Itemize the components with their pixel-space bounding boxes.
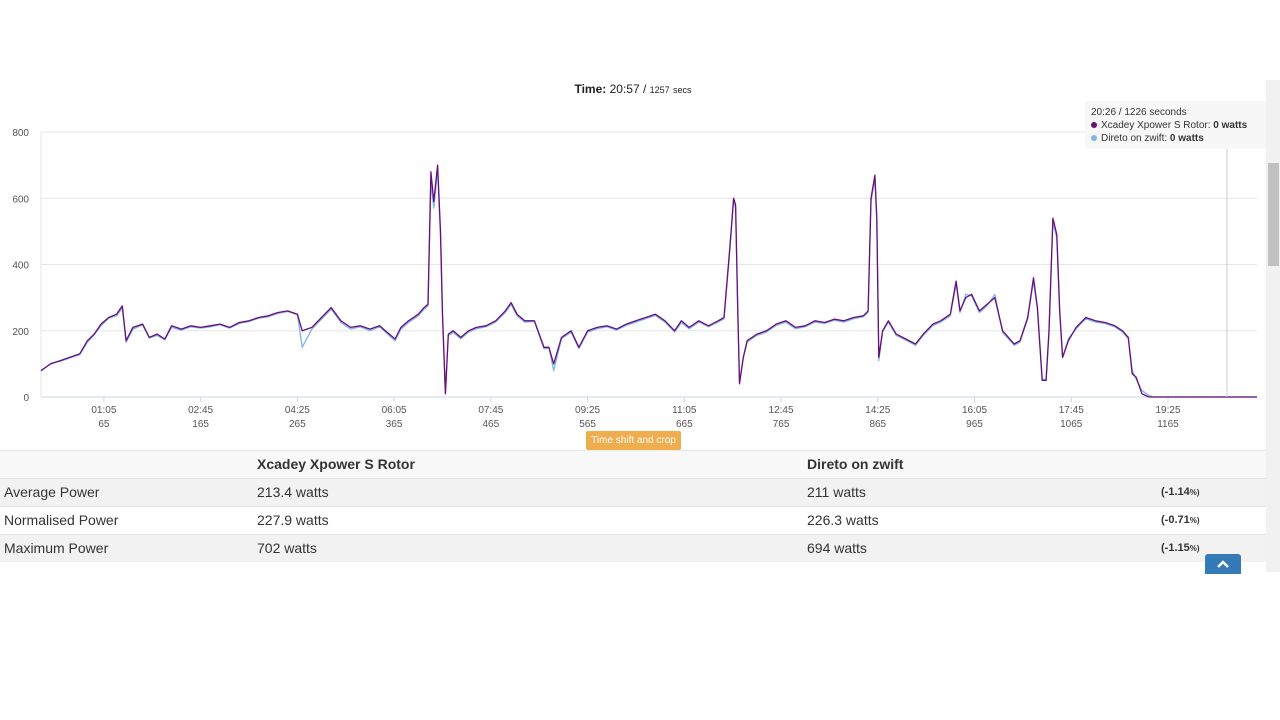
chart-tooltip: 20:26 / 1226 seconds Xcadey Xpower S Rot… xyxy=(1085,101,1266,149)
x-tick-sublabel: 165 xyxy=(192,419,209,430)
x-tick-sublabel: 465 xyxy=(482,419,499,430)
stats-table: Xcadey Xpower S Rotor Direto on zwift Av… xyxy=(0,450,1266,562)
power-chart[interactable]: 0 200 400 600 800 01:05 65 02:45 165 04:25 265 06:… xyxy=(0,118,1266,430)
x-tick-label: 17:45 xyxy=(1059,405,1084,416)
tooltip-row-1: Xcadey Xpower S Rotor: 0 watts xyxy=(1091,119,1266,132)
x-tick-label: 06:05 xyxy=(382,405,407,416)
y-tick-label: 200 xyxy=(12,327,29,338)
x-tick-sublabel: 1165 xyxy=(1157,419,1179,430)
tooltip-series-1-name: Xcadey Xpower S Rotor: xyxy=(1101,120,1211,131)
series-lines xyxy=(40,164,1257,398)
x-tick-label: 11:05 xyxy=(672,405,697,416)
tooltip-heading: 20:26 / 1226 seconds xyxy=(1091,107,1187,118)
x-tick-label: 12:45 xyxy=(769,405,794,416)
time-readout: Time: 20:57 / 1257 secs xyxy=(0,82,1266,96)
time-value: 20:57 xyxy=(609,82,640,96)
table-row: Maximum Power 702 watts 694 watts (-1.15… xyxy=(0,534,1266,562)
y-tick-label: 600 xyxy=(12,194,29,205)
x-tick-label: 01:05 xyxy=(91,405,116,416)
x-tick-sublabel: 965 xyxy=(966,419,983,430)
table-row: Average Power 213.4 watts 211 watts (-1.… xyxy=(0,478,1266,506)
y-axis: 0 200 400 600 800 xyxy=(12,128,29,404)
tooltip-series-2-value: 0 watts xyxy=(1169,133,1204,144)
x-tick-sublabel: 865 xyxy=(869,419,886,430)
time-label: Time: xyxy=(574,82,607,96)
x-tick-label: 16:05 xyxy=(962,405,987,416)
metric-label: Normalised Power xyxy=(4,512,119,528)
tooltip-row-2: Direto on zwift: 0 watts xyxy=(1091,132,1266,145)
device-b-value: 226.3 watts xyxy=(807,512,879,528)
series-line-direto xyxy=(40,167,1257,398)
metric-label: Maximum Power xyxy=(4,540,109,556)
device-a-value: 227.9 watts xyxy=(257,512,329,528)
x-axis: 01:05 65 02:45 165 04:25 265 06:05 365 07:45 465 0… xyxy=(91,397,1181,430)
diff-value: (-0.71%) xyxy=(1161,514,1200,526)
time-unit: secs xyxy=(673,85,692,95)
x-tick-sublabel: 265 xyxy=(289,419,306,430)
x-tick-label: 04:25 xyxy=(285,405,310,416)
x-tick-label: 02:45 xyxy=(188,405,213,416)
time-total: 1257 xyxy=(649,85,670,95)
tooltip-series-2-name: Direto on zwift: xyxy=(1101,133,1168,144)
header-device-a: Xcadey Xpower S Rotor xyxy=(257,456,415,472)
device-a-value: 213.4 watts xyxy=(257,484,329,500)
chevron-up-icon xyxy=(1217,560,1229,568)
x-tick-sublabel: 365 xyxy=(386,419,403,430)
header-device-b: Direto on zwift xyxy=(807,456,904,472)
x-tick-label: 09:25 xyxy=(575,405,600,416)
chart-grid xyxy=(40,131,1257,398)
scroll-to-top-button[interactable] xyxy=(1205,554,1241,574)
x-tick-sublabel: 765 xyxy=(773,419,790,430)
scrollbar-thumb[interactable] xyxy=(1268,163,1279,266)
series-line-xcadey xyxy=(40,164,1257,398)
scrollbar-track[interactable] xyxy=(1266,80,1280,572)
x-tick-label: 07:45 xyxy=(478,405,503,416)
device-b-value: 211 watts xyxy=(807,484,866,500)
metric-label: Average Power xyxy=(4,484,100,500)
x-tick-sublabel: 665 xyxy=(676,419,693,430)
y-tick-label: 0 xyxy=(23,393,29,404)
tooltip-series-1-value: 0 watts xyxy=(1213,120,1248,131)
time-shift-crop-button[interactable]: Time shift and crop xyxy=(586,431,681,450)
x-tick-label: 19:25 xyxy=(1155,405,1180,416)
x-tick-sublabel: 565 xyxy=(579,419,596,430)
y-tick-label: 400 xyxy=(12,261,29,272)
time-separator: / xyxy=(642,82,647,96)
diff-value: (-1.15%) xyxy=(1161,542,1200,554)
y-tick-label: 800 xyxy=(12,128,29,139)
device-a-value: 702 watts xyxy=(257,540,317,556)
x-tick-label: 14:25 xyxy=(865,405,890,416)
x-tick-sublabel: 1065 xyxy=(1060,419,1083,430)
stats-header-row: Xcadey Xpower S Rotor Direto on zwift xyxy=(0,450,1266,478)
device-b-value: 694 watts xyxy=(807,540,867,556)
series-1-dot-icon xyxy=(1091,122,1097,129)
series-2-dot-icon xyxy=(1091,135,1097,142)
table-row: Normalised Power 227.9 watts 226.3 watts… xyxy=(0,506,1266,534)
x-tick-sublabel: 65 xyxy=(98,419,110,430)
diff-value: (-1.14%) xyxy=(1161,486,1200,498)
